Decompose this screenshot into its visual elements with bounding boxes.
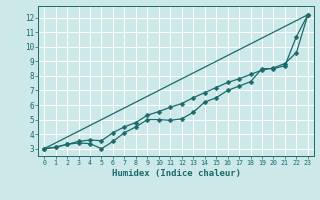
X-axis label: Humidex (Indice chaleur): Humidex (Indice chaleur)	[111, 169, 241, 178]
